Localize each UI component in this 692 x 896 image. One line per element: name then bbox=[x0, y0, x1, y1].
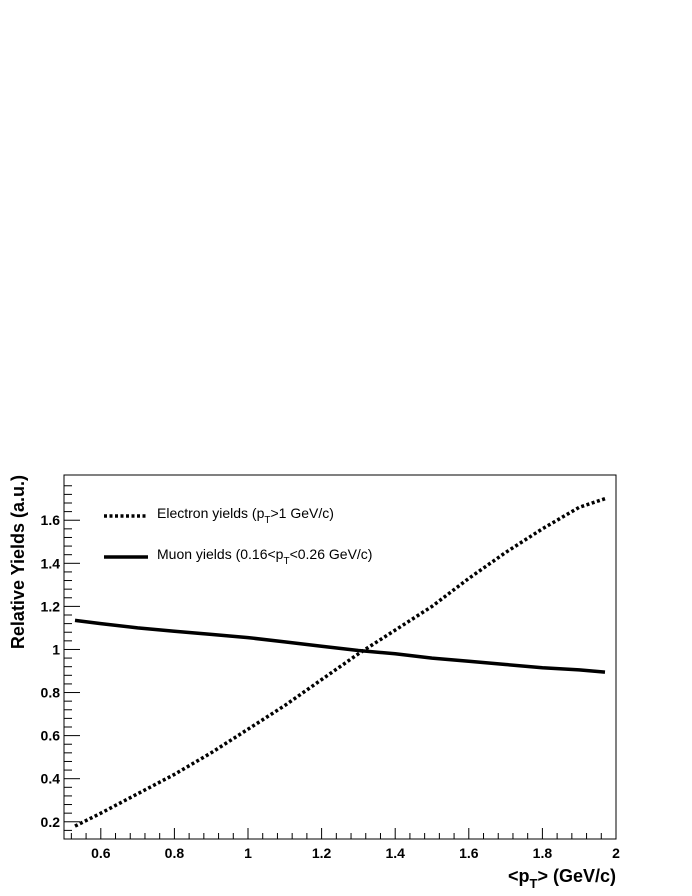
x-tick-label: 0.8 bbox=[165, 845, 185, 861]
y-tick-label: 1.4 bbox=[41, 555, 61, 571]
legend-label-muon: Muon yields (0.16<pT<0.26 GeV/c) bbox=[157, 546, 372, 567]
y-tick-label: 0.4 bbox=[41, 771, 61, 787]
x-tick-label: 1.8 bbox=[533, 845, 553, 861]
y-axis-ticks bbox=[64, 485, 80, 831]
y-axis-title: Relative Yields (a.u.) bbox=[8, 475, 28, 649]
legend-label-electron: Electron yields (pT>1 GeV/c) bbox=[157, 505, 334, 526]
y-tick-label: 1.2 bbox=[41, 598, 61, 614]
y-tick-label: 1.6 bbox=[41, 512, 61, 528]
y-tick-label: 0.2 bbox=[41, 814, 61, 830]
x-tick-label: 1 bbox=[244, 845, 252, 861]
x-axis-title: <pT> (GeV/c) bbox=[508, 866, 616, 891]
x-tick-label: 0.6 bbox=[91, 845, 111, 861]
series-layer bbox=[74, 497, 606, 828]
y-tick-label: 0.8 bbox=[41, 685, 61, 701]
x-tick-label: 1.2 bbox=[312, 845, 332, 861]
y-tick-label: 0.6 bbox=[41, 728, 61, 744]
y-tick-label: 1 bbox=[52, 641, 60, 657]
series-line-electron bbox=[74, 497, 606, 828]
x-axis-tick-labels: 0.6 0.8 1 1.2 1.4 1.6 1.8 2 bbox=[91, 845, 620, 861]
x-tick-label: 1.6 bbox=[459, 845, 479, 861]
x-axis-ticks bbox=[70, 828, 617, 839]
x-tick-label: 1.4 bbox=[385, 845, 405, 861]
plot-frame bbox=[63, 474, 617, 840]
y-axis-tick-labels: 0.2 0.4 0.6 0.8 1 1.2 1.4 1.6 bbox=[41, 512, 61, 830]
legend: Electron yields (pT>1 GeV/c) Muon yields… bbox=[104, 505, 372, 567]
series-line-muon bbox=[74, 618, 606, 674]
x-tick-label: 2 bbox=[612, 845, 620, 861]
